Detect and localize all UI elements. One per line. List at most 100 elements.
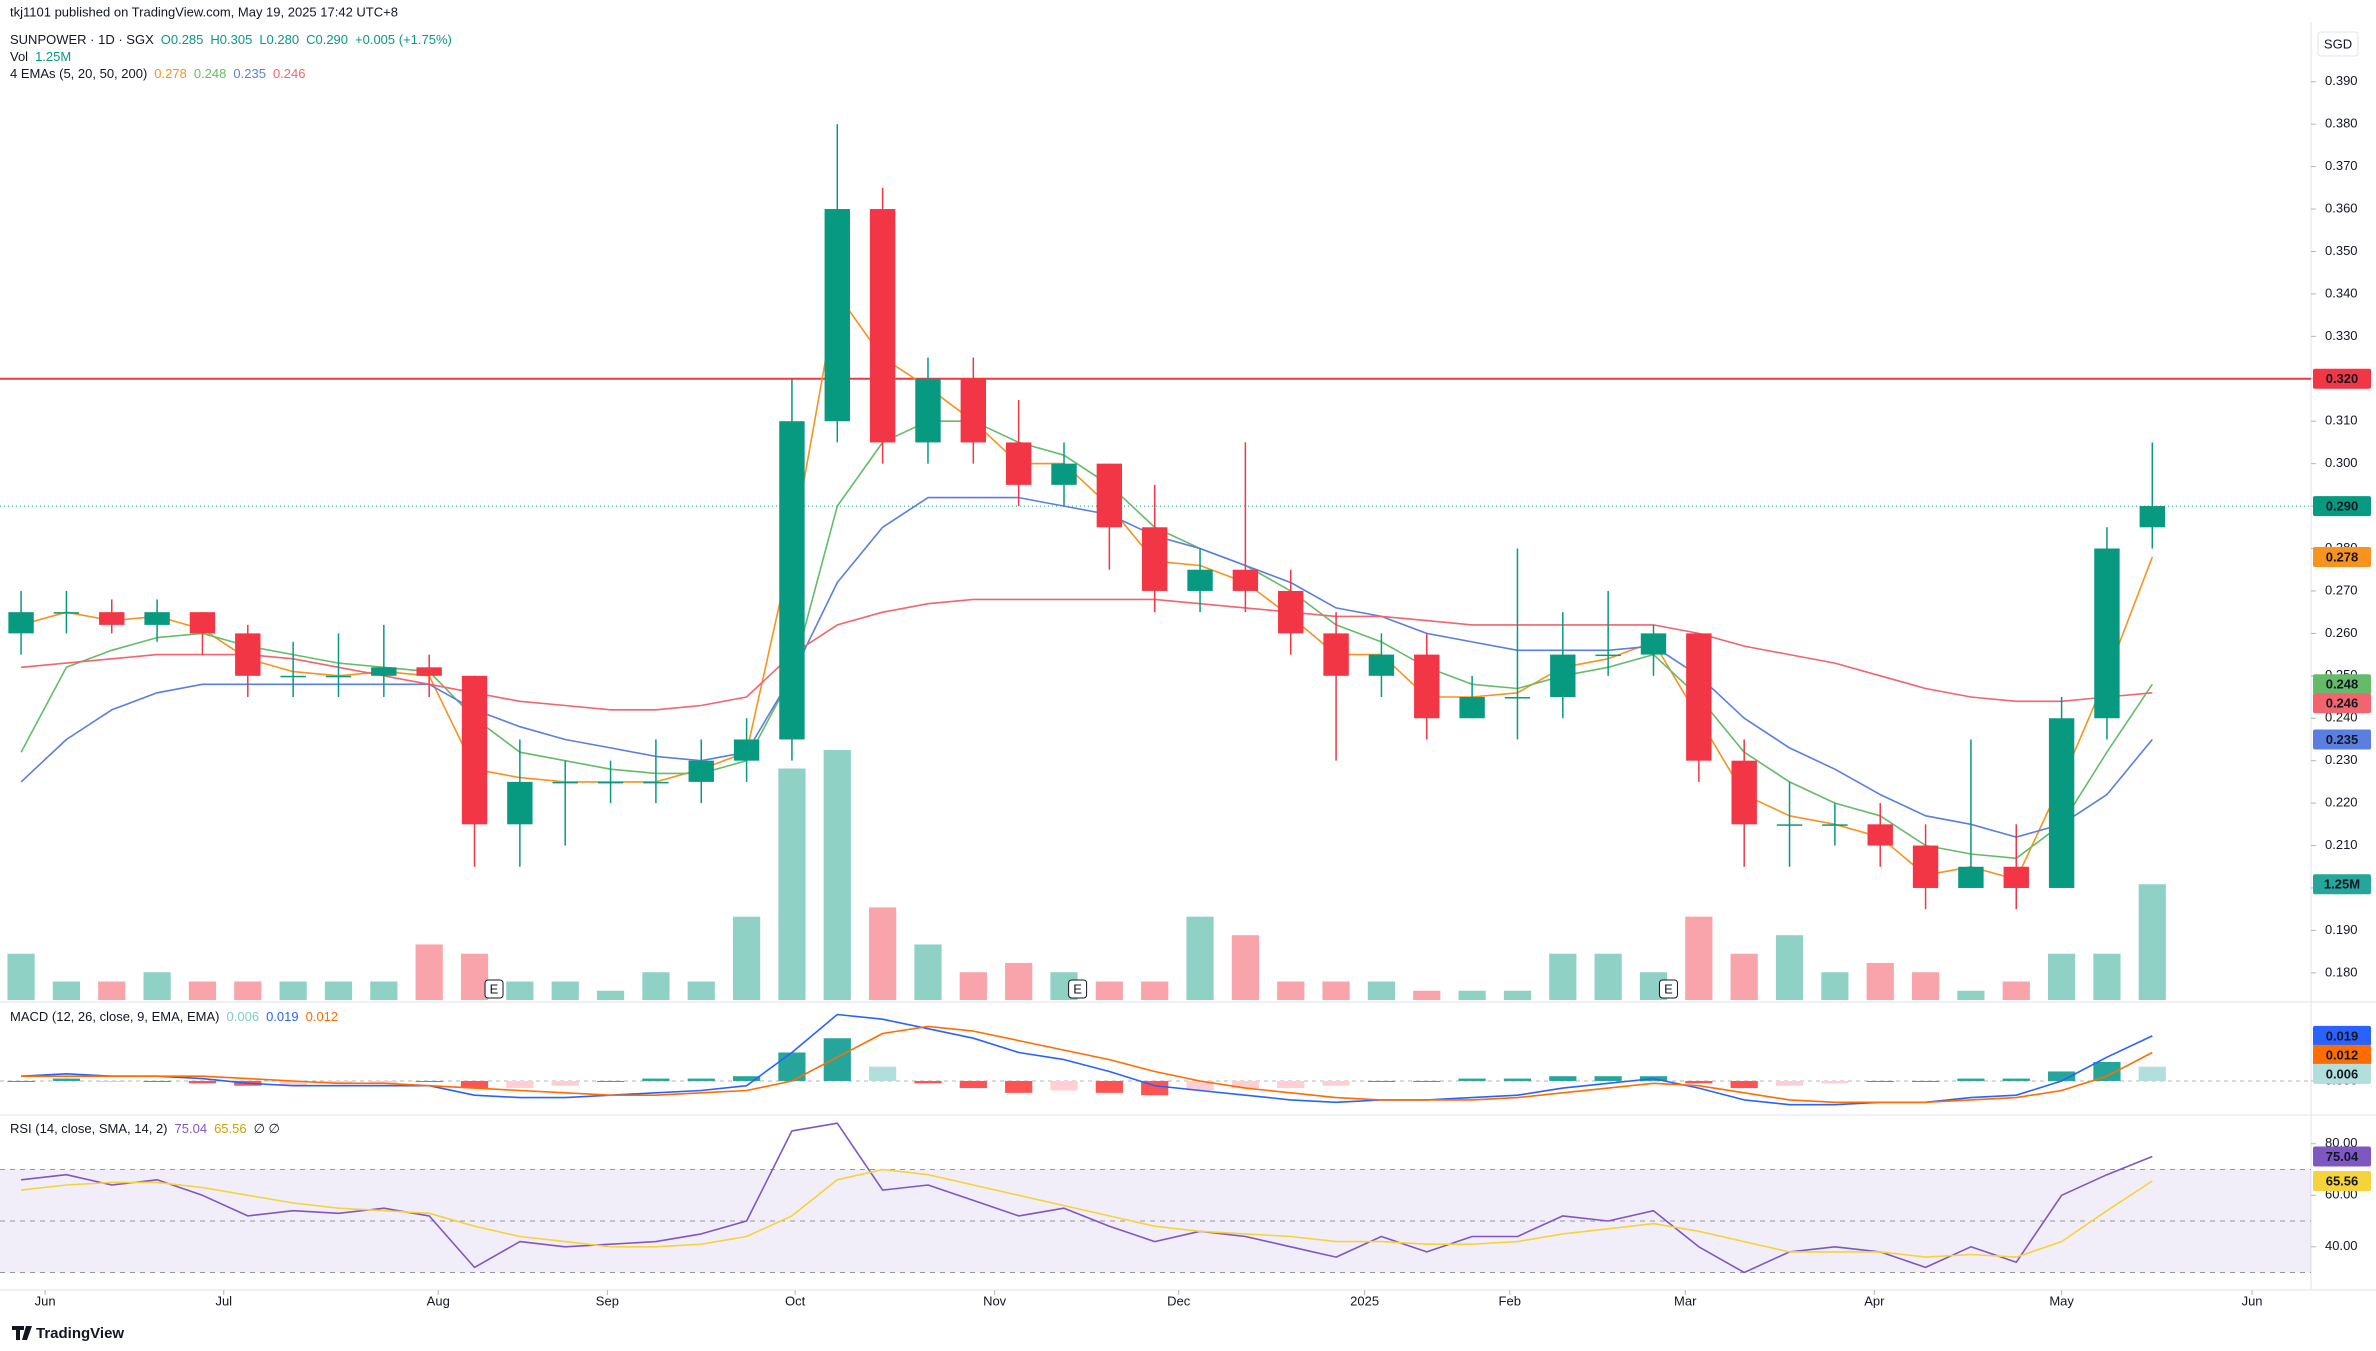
histogram-bar (1458, 1078, 1486, 1081)
histogram-bar (642, 1078, 670, 1081)
candle-body (1731, 760, 1757, 825)
volume-bar (1367, 981, 1396, 1000)
signal-label-box (2313, 1044, 2371, 1065)
histogram-bar (1594, 1076, 1622, 1081)
macd-label: 0.019 (2326, 1028, 2359, 1043)
candle-body (869, 209, 896, 443)
candle-body (1005, 442, 1032, 485)
histogram-bar (460, 1080, 489, 1089)
y-tick-label: 40.00 (2325, 1238, 2358, 1253)
candle-body (1776, 824, 1803, 826)
histogram-bar (2138, 1066, 2166, 1081)
legend-item: O0.285 (161, 32, 204, 47)
signal-line (21, 1025, 2153, 1104)
histogram-bar (1322, 1080, 1350, 1086)
x-tick-label: Mar (1674, 1293, 1697, 1308)
histogram-label: 0.006 (2326, 1066, 2359, 1081)
histogram-bar (1685, 1080, 1713, 1084)
volume-bar (1685, 916, 1713, 1000)
histogram-bar (869, 1066, 897, 1081)
histogram-bar (1050, 1080, 1078, 1091)
histogram-label-box (2313, 1063, 2371, 1084)
currency: SGD (2324, 36, 2352, 51)
legend: Vol 1.25M (10, 49, 71, 64)
rsi-sma-label-box (2313, 1170, 2371, 1191)
histogram-bar (506, 1080, 534, 1089)
histogram-bar (1549, 1076, 1577, 1081)
histogram-bar (188, 1080, 217, 1084)
histogram-bar (1957, 1078, 1985, 1081)
volume-bar (1322, 981, 1350, 1000)
histogram-bar (596, 1080, 625, 1082)
histogram-bar (370, 1080, 398, 1084)
y-tick-label: 0.330 (2325, 328, 2358, 343)
volume-bar (2138, 884, 2166, 1000)
x-tick-label: Feb (1499, 1293, 1521, 1308)
rsi-line (21, 1122, 2153, 1274)
candle-body (280, 675, 306, 678)
rsi-sma-label: 65.56 (2326, 1173, 2359, 1188)
histogram-bar (1367, 1080, 1396, 1082)
signal-label: 0.012 (2326, 1047, 2359, 1062)
volume-label-box (2313, 874, 2371, 895)
candle-body (824, 209, 850, 422)
histogram-bar (1866, 1080, 1894, 1082)
histogram-bar (551, 1080, 579, 1086)
x-tick-label: Jun (2242, 1293, 2263, 1308)
histogram-bar (732, 1076, 761, 1081)
candle-body (1232, 569, 1259, 591)
rsi-sma-line (21, 1168, 2153, 1258)
ema-label: 0.235 (2326, 732, 2359, 747)
macd-line (21, 1013, 2153, 1106)
volume-bar (914, 944, 942, 1000)
candle-body (1323, 633, 1349, 676)
currency-box (2317, 31, 2359, 57)
x-tick-label: Aug (427, 1293, 450, 1308)
candle-body (1142, 527, 1168, 591)
legend-item: 0.235 (233, 66, 266, 81)
histogram-bar (2093, 1061, 2121, 1081)
histogram-bar (1141, 1080, 1169, 1096)
candle-body (1096, 463, 1123, 528)
x-tick-label: Apr (1864, 1293, 1885, 1308)
candle-body (1504, 697, 1531, 699)
legend-item: L0.280 (259, 32, 299, 47)
histogram-bar (98, 1080, 126, 1082)
volume-bar (188, 981, 217, 1000)
price-label: 0.290 (2326, 499, 2359, 514)
x-tick-label: Nov (983, 1293, 1007, 1308)
earnings-box (1068, 979, 1088, 999)
x-tick-label: Jul (215, 1293, 232, 1308)
candle-body (1912, 845, 1939, 888)
volume-bar (1594, 953, 1622, 1000)
legend-item: 4 EMAs (5, 20, 50, 200) (10, 66, 147, 81)
y-tick-label: 0.370 (2325, 158, 2358, 173)
volume-bar (7, 953, 35, 1000)
volume-bar (506, 981, 534, 1000)
volume-bar (596, 990, 625, 1000)
volume-bar (1549, 953, 1577, 1000)
candle-body (1640, 633, 1667, 655)
volume-label: 1.25M (2324, 877, 2360, 892)
y-tick-label: 0.260 (2325, 625, 2358, 640)
volume-bar (460, 953, 489, 1000)
legend-item: SUNPOWER · 1D · SGX (10, 32, 154, 47)
legend: 4 EMAs (5, 20, 50, 200) 0.278 0.248 0.235 0.… (10, 66, 305, 81)
earnings-box (484, 979, 504, 999)
candle-body (1414, 654, 1440, 719)
legend: SUNPOWER · 1D · SGX O0.285 H0.305 L0.280 C0.… (10, 32, 452, 47)
volume-bar (1005, 962, 1033, 1000)
volume-bar (823, 750, 851, 1000)
legend-item: Vol (10, 49, 28, 64)
volume-bar (2002, 981, 2030, 1000)
y-tick-label: 0.220 (2325, 795, 2358, 810)
candle-body (643, 781, 669, 784)
candle-body (507, 781, 533, 825)
ema-label-box (2313, 729, 2371, 750)
volume-bar (324, 981, 353, 1000)
candle-body (552, 781, 578, 784)
ema-label: 0.248 (2326, 677, 2359, 692)
candle-body (2139, 506, 2165, 528)
candle-body (915, 378, 941, 443)
